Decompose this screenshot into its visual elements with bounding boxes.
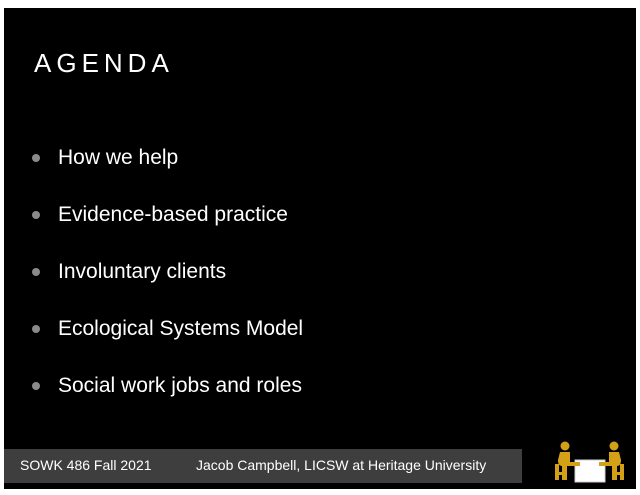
two-people-at-table-icon xyxy=(551,436,627,484)
agenda-item-label: Evidence-based practice xyxy=(58,203,288,226)
agenda-item-label: How we help xyxy=(58,146,179,169)
slide: AGENDA How we help Evidence-based practi… xyxy=(4,8,636,489)
footer-bar: SOWK 486 Fall 2021 Jacob Campbell, LICSW… xyxy=(4,449,522,483)
agenda-list: How we help Evidence-based practice Invo… xyxy=(4,144,303,429)
agenda-item-ecological-systems-model: Ecological Systems Model xyxy=(4,315,303,372)
slide-title: AGENDA xyxy=(34,48,174,78)
bullet-icon xyxy=(32,382,40,390)
agenda-item-label: Social work jobs and roles xyxy=(58,374,302,397)
agenda-item-how-we-help: How we help xyxy=(4,144,303,201)
agenda-item-label: Ecological Systems Model xyxy=(58,317,304,340)
bullet-icon xyxy=(32,211,40,219)
agenda-item-label: Involuntary clients xyxy=(58,260,227,283)
agenda-item-social-work-jobs: Social work jobs and roles xyxy=(4,372,303,429)
bullet-icon xyxy=(32,325,40,333)
agenda-item-involuntary-clients: Involuntary clients xyxy=(4,258,303,315)
bullet-icon xyxy=(32,268,40,276)
agenda-item-evidence-based-practice: Evidence-based practice xyxy=(4,201,303,258)
footer-author: Jacob Campbell, LICSW at Heritage Univer… xyxy=(196,457,487,473)
bullet-icon xyxy=(32,154,40,162)
footer-course: SOWK 486 Fall 2021 xyxy=(20,457,152,473)
